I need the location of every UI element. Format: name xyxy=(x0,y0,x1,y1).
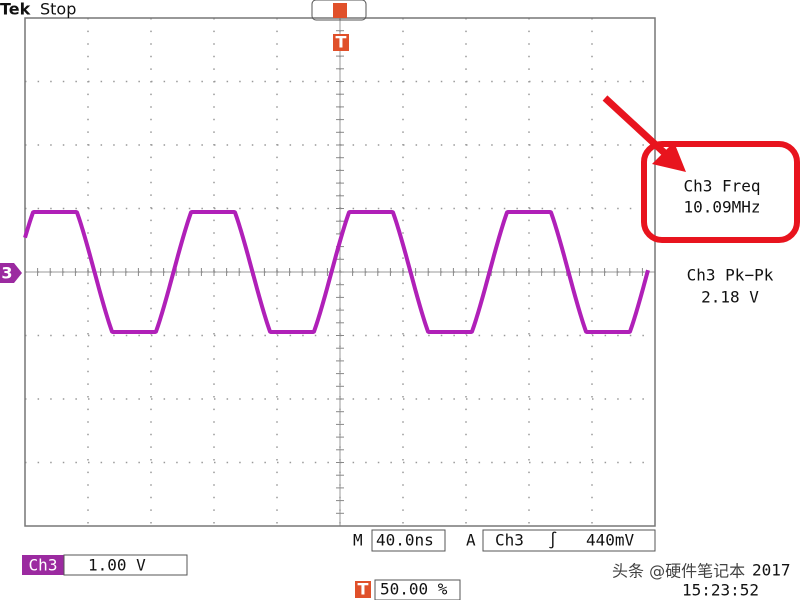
channel-marker: 3 xyxy=(1,264,12,283)
trigger-level: 440mV xyxy=(586,531,635,550)
trigger-position: 50.00 % xyxy=(380,580,448,599)
timebase-label: M xyxy=(353,531,363,550)
trigger-slope: ∫ xyxy=(548,531,558,550)
trigger-pos-icon xyxy=(333,3,347,18)
timebase-box xyxy=(371,529,446,552)
trigger-source: Ch3 xyxy=(495,531,524,550)
measurement-label: Ch3 Pk−Pk xyxy=(687,266,774,285)
measurement-label: Ch3 Freq xyxy=(683,177,760,196)
trigger-pos-marker: T xyxy=(358,580,369,599)
trigger-marker-box xyxy=(333,34,349,51)
channel-scale: 1.00 V xyxy=(88,556,146,575)
highlight-arrowhead xyxy=(652,142,686,172)
trigger-position-box xyxy=(311,0,367,21)
measurement-value: 2.18 V xyxy=(701,288,759,307)
channel-marker-box xyxy=(0,263,22,283)
date-year: 2017 xyxy=(752,561,791,580)
trigger-label: A xyxy=(466,531,476,550)
trigger-pos-marker-box xyxy=(355,581,371,598)
highlight-box xyxy=(641,141,800,243)
status: Stop xyxy=(40,0,76,19)
time: 15:23:52 xyxy=(682,581,759,600)
trigger-pos-box xyxy=(374,579,461,600)
highlight-arrow xyxy=(602,95,673,161)
measurement-value: 10.09MHz xyxy=(683,198,760,217)
waveform xyxy=(23,210,650,334)
channel-box xyxy=(22,555,64,575)
trigger-box xyxy=(482,529,656,552)
watermark: 头条 @硬件笔记本 xyxy=(612,562,745,581)
channel-label: Ch3 xyxy=(29,556,58,575)
trigger-marker: T xyxy=(336,33,347,52)
timebase: 40.0ns xyxy=(376,531,434,550)
scale-box xyxy=(63,554,188,576)
brand: Tek xyxy=(0,0,31,19)
